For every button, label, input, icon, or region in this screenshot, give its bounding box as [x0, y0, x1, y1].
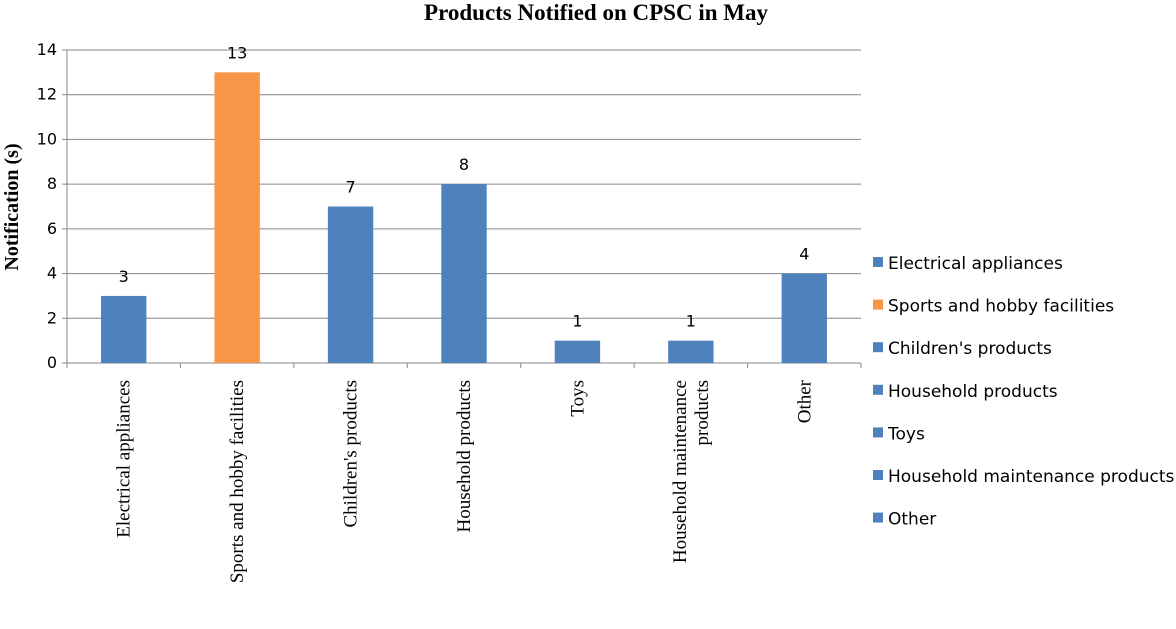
legend-swatch — [873, 384, 883, 395]
x-tick-label: Household maintenance products — [670, 380, 713, 563]
bar — [441, 184, 487, 363]
legend-label: Toys — [887, 424, 925, 444]
legend-swatch — [873, 512, 883, 523]
bar — [214, 72, 260, 363]
x-tick-label: Household products — [454, 380, 475, 533]
x-tick-label-line: Sports and hobby facilities — [227, 380, 248, 583]
y-tick-label: 0 — [47, 353, 57, 372]
bar — [781, 273, 827, 363]
legend-swatch — [873, 299, 883, 310]
legend-label: Electrical appliances — [888, 254, 1063, 274]
y-tick-label: 6 — [47, 219, 57, 238]
chart-title: Products Notified on CPSC in May — [424, 0, 768, 25]
y-tick-label: 12 — [37, 85, 57, 104]
x-tick-label-line: Household maintenance — [670, 380, 691, 563]
y-tick-labels: 0 2 4 6 8 10 12 14 — [37, 40, 57, 372]
x-tick-label: Other — [794, 379, 815, 423]
x-tick-label: Toys — [567, 380, 588, 417]
y-tick-label: 14 — [37, 40, 57, 59]
bar — [554, 340, 601, 363]
x-tick-label-line: products — [692, 380, 713, 445]
legend-label: Sports and hobby facilities — [888, 297, 1114, 317]
data-label: 1 — [572, 312, 582, 331]
legend: Electrical appliances Sports and hobby fa… — [873, 254, 1175, 530]
y-tick-label: 2 — [47, 308, 57, 327]
data-labels: 3 13 7 8 1 1 4 — [119, 43, 810, 330]
legend-swatch — [873, 427, 883, 438]
data-label: 1 — [686, 312, 696, 331]
y-tick-label: 8 — [47, 174, 57, 193]
x-tick-label-line: Children's products — [341, 380, 362, 528]
legend-swatch — [873, 470, 883, 480]
y-axis-label: Notification (s) — [1, 143, 23, 270]
x-tick-label-line: Toys — [567, 380, 588, 417]
bar — [327, 206, 374, 363]
legend-swatch — [873, 342, 883, 353]
legend-label: Household products — [888, 382, 1058, 402]
legend-label: Household maintenance products — [888, 467, 1175, 487]
x-tick-label-line: Other — [794, 379, 815, 423]
bar — [101, 295, 147, 363]
data-label: 7 — [345, 178, 355, 197]
bar — [668, 340, 714, 363]
x-tick-label-line: Household products — [454, 380, 475, 533]
legend-label: Children's products — [888, 339, 1052, 359]
legend-swatch — [873, 257, 883, 267]
legend-label: Other — [888, 510, 936, 530]
x-tick-label: Sports and hobby facilities — [227, 380, 248, 583]
x-tick-labels: Electrical appliances Sports and hobby fa… — [114, 379, 816, 583]
data-label: 13 — [227, 43, 247, 62]
y-tick-label: 4 — [47, 264, 57, 283]
y-tick-label: 10 — [37, 129, 57, 148]
bars — [101, 72, 827, 363]
data-label: 4 — [799, 245, 809, 264]
x-tick-label: Electrical appliances — [114, 380, 135, 538]
x-tick-label: Children's products — [341, 380, 362, 528]
data-label: 8 — [459, 155, 469, 174]
data-label: 3 — [119, 267, 129, 286]
x-tick-label-line: Electrical appliances — [114, 380, 135, 538]
